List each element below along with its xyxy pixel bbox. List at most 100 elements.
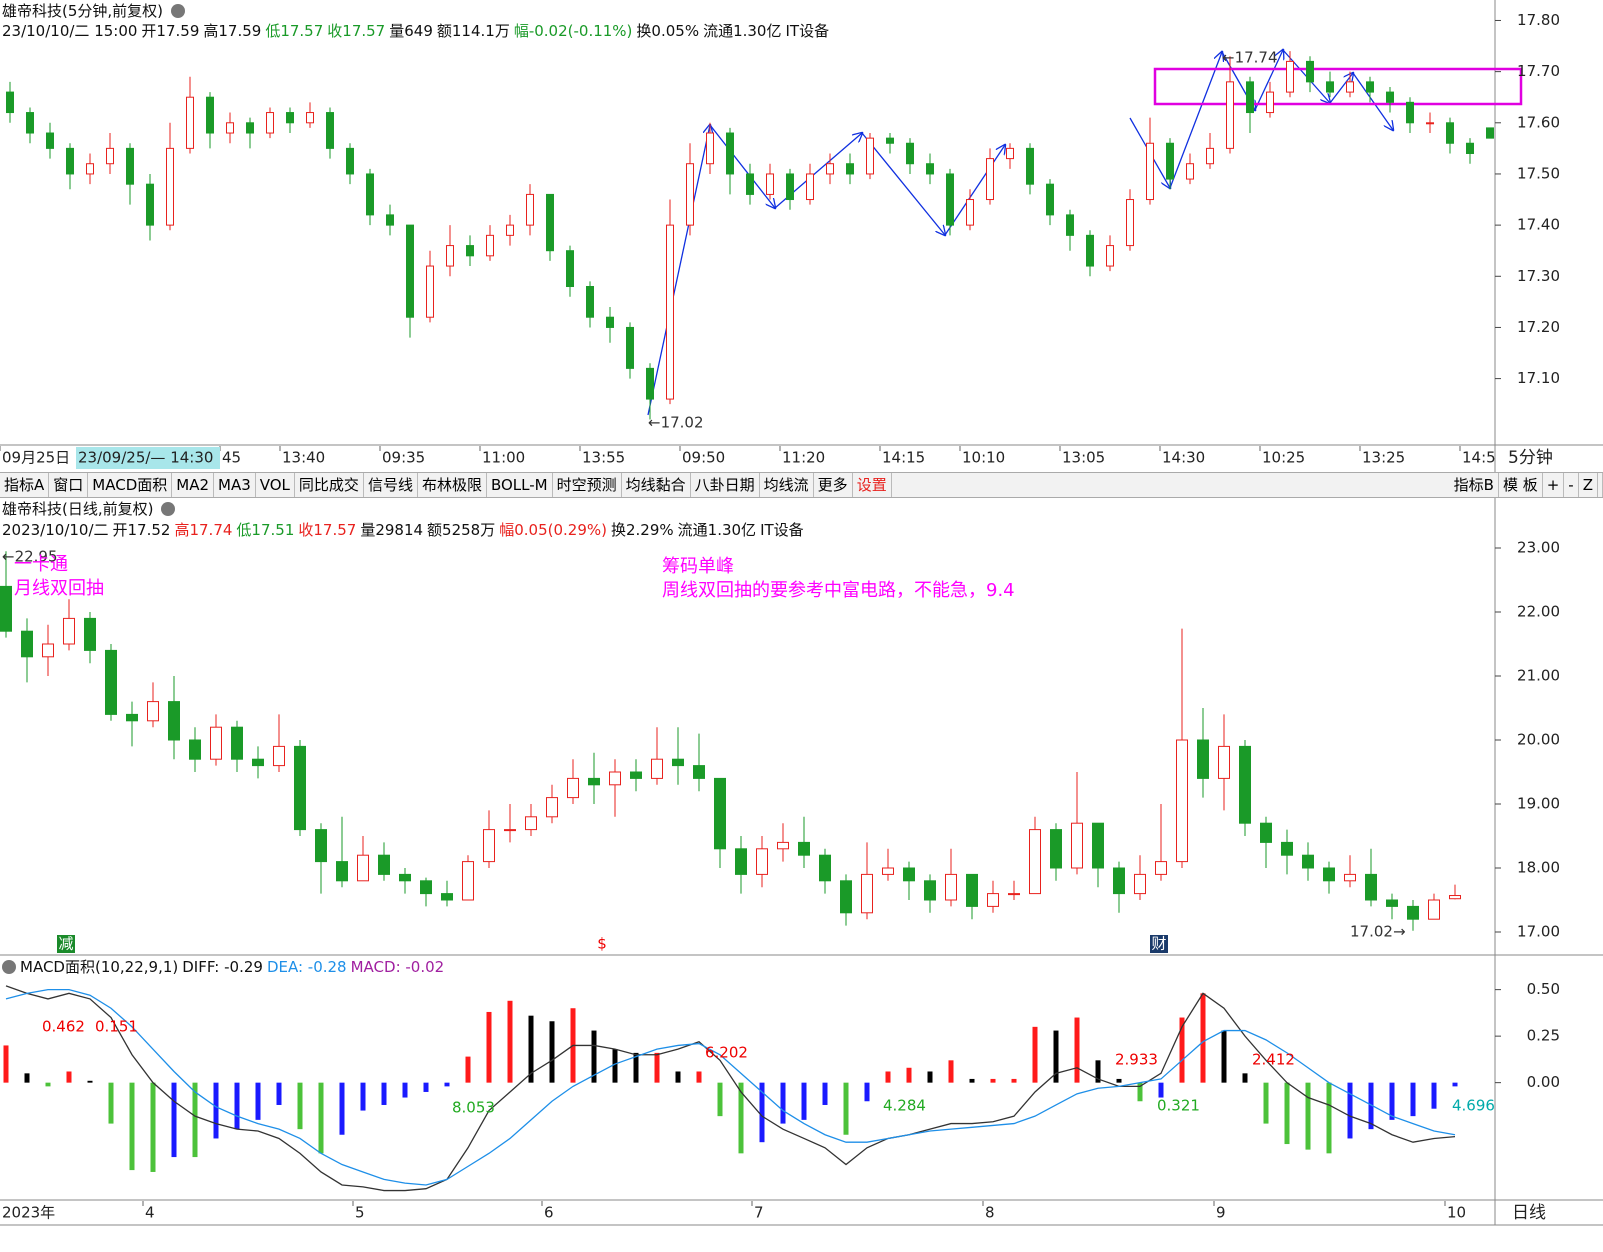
candle-body [567,777,579,799]
info: 开17.52 [112,521,171,539]
info: 收17.57 [327,22,386,40]
x-tick-label: 5 [355,1204,365,1222]
candle-body [746,173,754,195]
macd-bar [1452,1082,1458,1087]
macd-bar [234,1082,240,1130]
y-tick-label: 17.40 [1517,216,1560,234]
macd-bar [339,1082,345,1135]
candle-body [399,873,411,882]
candle-body [646,367,654,400]
candle-body [1146,142,1154,201]
info: 幅0.05(0.29%) [499,521,607,539]
y-tick-label: 23.00 [1517,539,1560,557]
menu-icon[interactable] [2,960,16,974]
candle-body [286,112,294,124]
candle-body [186,96,194,149]
macd-bar [360,1082,366,1111]
toolbar: 指标A 窗口 MACD面积 MA2 MA3 VOL 同比成交 信号线 布林极限 BOLL-M 时空预… [0,472,1603,498]
candle-body [1286,60,1294,93]
macd-bar [1431,1082,1437,1109]
candle-body [882,867,894,875]
toolbar-tab[interactable]: - [1564,473,1579,497]
candle-body [924,880,936,901]
candle-body [586,286,594,318]
candle-body [168,701,180,741]
toolbar-tab[interactable]: 同比成交 [295,473,364,497]
toolbar-tab[interactable]: 时空预测 [553,473,622,497]
candle-body [1134,873,1146,895]
macd-bar [1284,1082,1290,1145]
candle-body [246,122,254,134]
candle-body [666,224,674,400]
macd-bar [276,1082,282,1105]
candle-body [987,893,999,907]
candle-body [1302,854,1314,869]
macd-bar [129,1082,135,1171]
candle-body [252,758,264,767]
toolbar-tab[interactable]: 八卦日期 [691,473,760,497]
candle-body [630,771,642,779]
event-marker-label: 财 [1151,935,1166,953]
macd-bar [549,1021,555,1083]
toolbar-tab[interactable]: BOLL-M [487,473,553,497]
candle-body [1386,91,1394,103]
candle-body [626,326,634,369]
candle-body [226,122,234,134]
annotation: 0.151 [95,1018,138,1036]
toolbar-tab[interactable]: 设置 [853,473,892,497]
macd-bar [150,1082,156,1172]
toolbar-tab[interactable]: MA3 [214,473,256,497]
y-tick-label: 18.00 [1517,859,1560,877]
candle-body [1260,822,1272,843]
toolbar-tab[interactable]: 模 板 [1499,473,1543,497]
candle-body [273,745,285,767]
toolbar-tab[interactable]: VOL [256,473,295,497]
toolbar-tab[interactable]: + [1543,473,1565,497]
toolbar-tab[interactable]: 更多 [814,473,853,497]
macd-bar [297,1082,303,1130]
macd-bar [1011,1078,1017,1083]
candle-body [506,224,514,236]
candle-body [1326,81,1334,93]
toolbar-tab[interactable]: 均线流 [760,473,814,497]
y-tick-label: 22.00 [1517,603,1560,621]
legend-entry: DIFF: -0.29 [182,958,263,976]
candle-body [606,316,614,328]
candle-body [426,265,434,318]
candle-body [693,765,705,779]
macd-bar [192,1082,198,1158]
info: IT设备 [760,521,804,539]
annotation: 周线双回抽的要参考中富电路，不能急，9.4 [662,580,1015,601]
candle-body [1113,867,1125,895]
toolbar-tab[interactable]: 信号线 [364,473,418,497]
menu-icon[interactable] [161,502,176,516]
macd-bar [1242,1073,1248,1083]
x-tick-label: 11:00 [482,449,525,467]
macd-bar [381,1082,387,1105]
toolbar-tab[interactable]: MA2 [172,473,214,497]
candle-body [1126,199,1134,247]
toolbar-tab[interactable]: 指标B [1450,473,1499,497]
candle-body [1406,101,1414,124]
info: 流通1.30亿 [677,521,757,539]
macd-bar [864,1082,870,1102]
toolbar-tab[interactable]: MACD面积 [88,473,173,497]
toolbar-tab[interactable]: 均线黏合 [622,473,691,497]
candle-body [1366,81,1374,93]
toolbar-tab[interactable]: Z [1579,473,1598,497]
candle-body [756,848,768,875]
candle-body [206,96,214,134]
info: 高17.74 [174,521,233,539]
x-tick-label: 14:5 [1462,449,1496,467]
macd-bar [1368,1082,1374,1130]
toolbar-tab[interactable]: 指标A [0,473,50,497]
toolbar-tab[interactable]: 布林极限 [418,473,487,497]
toolbar-tab[interactable]: 窗口 [49,473,89,497]
y-tick-label: 0.50 [1527,980,1560,998]
menu-icon[interactable] [171,4,186,18]
macd-bar [1074,1017,1080,1083]
candle-body [1226,81,1234,149]
y-tick-label: 19.00 [1517,795,1560,813]
macd-bar [1116,1078,1122,1083]
